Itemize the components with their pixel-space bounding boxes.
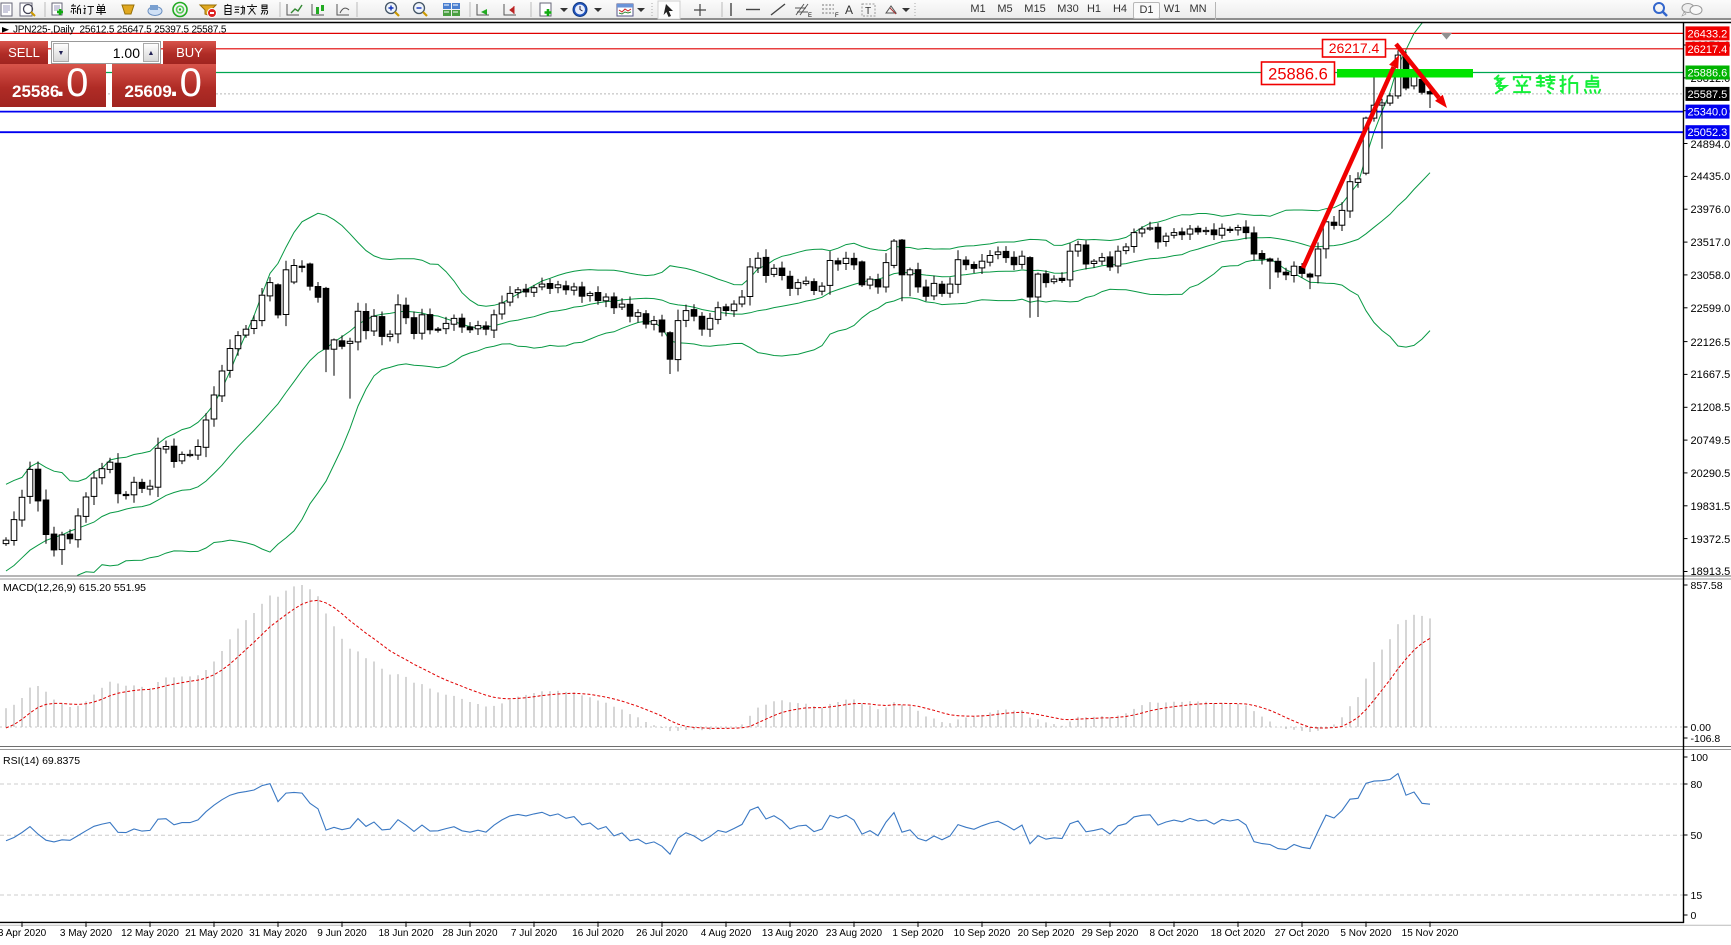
svg-text:4 Aug 2020: 4 Aug 2020 [701,928,752,939]
svg-text:1 Sep 2020: 1 Sep 2020 [892,928,944,939]
svg-text:13 Aug 2020: 13 Aug 2020 [762,928,819,939]
svg-text:25886.6: 25886.6 [1688,68,1728,80]
svg-text:21667.5: 21667.5 [1691,369,1731,381]
svg-text:31 May 2020: 31 May 2020 [249,928,307,939]
svg-text:28 Jun 2020: 28 Jun 2020 [442,928,497,939]
svg-text:19831.5: 19831.5 [1691,501,1731,513]
svg-text:20290.5: 20290.5 [1691,468,1731,480]
svg-text:8 Oct 2020: 8 Oct 2020 [1150,928,1199,939]
svg-text:26 Jul 2020: 26 Jul 2020 [636,928,688,939]
svg-text:25587.5: 25587.5 [1688,89,1728,101]
svg-text:3 May 2020: 3 May 2020 [60,928,113,939]
svg-text:25340.0: 25340.0 [1688,107,1728,119]
svg-text:12 May 2020: 12 May 2020 [121,928,179,939]
svg-text:20 Sep 2020: 20 Sep 2020 [1018,928,1075,939]
svg-text:15: 15 [1691,890,1703,902]
svg-text:15 Nov 2020: 15 Nov 2020 [1402,928,1459,939]
svg-text:18 Oct 2020: 18 Oct 2020 [1211,928,1266,939]
svg-text:19372.5: 19372.5 [1691,534,1731,546]
svg-text:24435.0: 24435.0 [1691,171,1731,183]
svg-text:22126.5: 22126.5 [1691,337,1731,349]
svg-text:A: A [845,3,853,17]
svg-text:7 Jul 2020: 7 Jul 2020 [511,928,558,939]
svg-text:21 May 2020: 21 May 2020 [185,928,243,939]
svg-text:24894.0: 24894.0 [1691,139,1731,151]
svg-text:0: 0 [1691,910,1697,922]
svg-text:0.00: 0.00 [1691,722,1712,734]
svg-text:F: F [835,13,839,19]
svg-text:23517.0: 23517.0 [1691,237,1731,249]
svg-text:100: 100 [1691,752,1709,764]
svg-text:50: 50 [1691,830,1703,842]
svg-text:20749.5: 20749.5 [1691,435,1731,447]
svg-text:3 Apr 2020: 3 Apr 2020 [0,928,47,939]
svg-text:26217.4: 26217.4 [1688,44,1728,56]
svg-text:21208.5: 21208.5 [1691,402,1731,414]
svg-text:857.58: 857.58 [1691,580,1723,592]
svg-text:25052.3: 25052.3 [1688,127,1728,139]
svg-text:23 Aug 2020: 23 Aug 2020 [826,928,883,939]
svg-text:22599.0: 22599.0 [1691,303,1731,315]
svg-text:-106.8: -106.8 [1691,733,1721,745]
svg-text:16 Jul 2020: 16 Jul 2020 [572,928,624,939]
svg-text:10 Sep 2020: 10 Sep 2020 [954,928,1011,939]
svg-text:23976.0: 23976.0 [1691,204,1731,216]
svg-text:26217.4: 26217.4 [1329,40,1380,56]
svg-text:27 Oct 2020: 27 Oct 2020 [1275,928,1330,939]
svg-text:18913.5: 18913.5 [1691,566,1731,578]
svg-text:MACD(12,26,9) 615.20 551.95: MACD(12,26,9) 615.20 551.95 [3,582,146,594]
svg-text:26433.2: 26433.2 [1688,28,1728,40]
svg-text:23058.0: 23058.0 [1691,270,1731,282]
svg-text:E: E [808,13,812,19]
svg-text:9 Jun 2020: 9 Jun 2020 [317,928,367,939]
svg-text:T: T [865,6,871,17]
svg-text:25886.6: 25886.6 [1268,66,1328,84]
svg-text:18 Jun 2020: 18 Jun 2020 [378,928,433,939]
svg-text:RSI(14) 69.8375: RSI(14) 69.8375 [3,755,80,767]
svg-text:80: 80 [1691,779,1703,791]
svg-text:29 Sep 2020: 29 Sep 2020 [1082,928,1139,939]
svg-text:5 Nov 2020: 5 Nov 2020 [1340,928,1392,939]
svg-text:JPN225-,Daily 25612.5 25647.5: JPN225-,Daily 25612.5 25647.5 25397.5 25… [13,25,227,36]
